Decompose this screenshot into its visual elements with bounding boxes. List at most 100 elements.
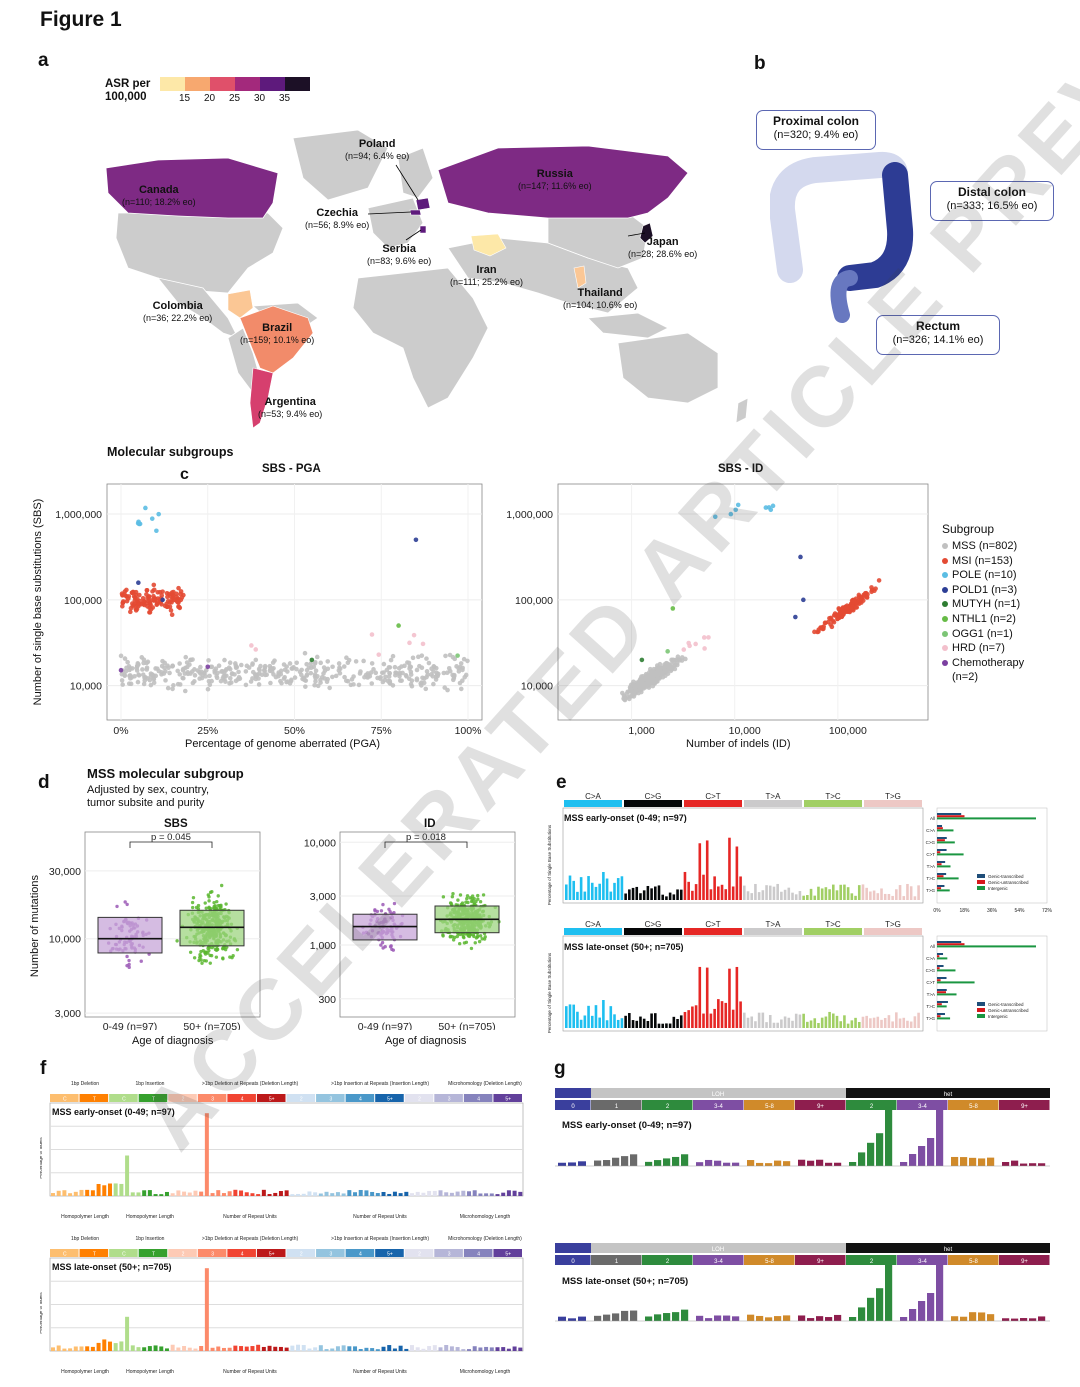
scatter-point bbox=[209, 664, 215, 670]
sbs-class-label: C>T bbox=[705, 792, 720, 801]
p-value-label: p = 0.018 bbox=[406, 832, 446, 843]
indel-class-bar bbox=[345, 1094, 375, 1102]
box-ytick: 1,000 bbox=[310, 940, 336, 952]
indel-bar bbox=[153, 1194, 158, 1196]
cn-sub-bar bbox=[744, 1100, 795, 1110]
box-group-label: 50+ (n=705) bbox=[438, 1021, 495, 1030]
sbs-bar bbox=[850, 1020, 854, 1028]
scatter-point bbox=[163, 678, 168, 683]
scatter-point bbox=[419, 653, 425, 658]
sbs-bar bbox=[743, 885, 746, 900]
scatter-point bbox=[306, 665, 312, 670]
scatter-point bbox=[341, 664, 347, 669]
scatter-left-xtick: 50% bbox=[284, 725, 305, 737]
indel-bar bbox=[410, 1345, 415, 1351]
sbs-bar bbox=[865, 1015, 868, 1028]
indel-bar bbox=[159, 1346, 164, 1351]
scatter-point bbox=[127, 673, 132, 679]
indel-bar bbox=[107, 1183, 112, 1196]
scatter-point bbox=[136, 580, 141, 585]
sbs-bar bbox=[776, 1022, 779, 1028]
scatter-point bbox=[385, 678, 391, 684]
scatter-point bbox=[624, 690, 630, 696]
sbs-bar bbox=[735, 966, 739, 1028]
sbs-bar bbox=[883, 893, 887, 900]
indel-bar bbox=[113, 1343, 118, 1351]
scatter-point bbox=[128, 609, 133, 615]
scatter-point bbox=[212, 668, 217, 674]
country-label-russia: Russia (n=147; 11.6% eo) bbox=[518, 168, 592, 191]
scatter-point bbox=[793, 614, 798, 620]
cn-spectra: LOH het 0 1 2 3-4 5-8 9+ 2 3-4 5-8 9+ LOH het 0 1 2 3-4 5-… bbox=[555, 1088, 1050, 1322]
sbs-side-bar bbox=[937, 837, 947, 839]
scatter-point bbox=[876, 578, 882, 583]
sbs-bar bbox=[909, 886, 913, 900]
sbs-bar bbox=[702, 1013, 705, 1028]
indel-bar bbox=[478, 1347, 483, 1351]
cn-bar bbox=[558, 1316, 566, 1321]
scatter-point bbox=[256, 682, 262, 687]
distal-colon-shape bbox=[837, 162, 914, 291]
scatter-point bbox=[632, 688, 637, 694]
cn-sub-bar bbox=[846, 1255, 897, 1265]
scatter-left-xtick: 100% bbox=[455, 725, 482, 737]
indel-bar bbox=[73, 1346, 78, 1351]
indel-class-label: 5+ bbox=[505, 1252, 511, 1258]
scatter-point bbox=[155, 666, 160, 671]
sbs-side-bar bbox=[937, 957, 948, 960]
scatter-point bbox=[371, 667, 376, 672]
scatter-point bbox=[284, 679, 289, 685]
scatter-point bbox=[281, 676, 287, 681]
world-map bbox=[105, 129, 749, 429]
indel-bar bbox=[484, 1346, 489, 1351]
scatter-point bbox=[647, 676, 652, 682]
cn-bar bbox=[825, 1317, 833, 1321]
box-point bbox=[470, 894, 475, 898]
sbs-side-bar bbox=[937, 969, 956, 972]
sbs-bar bbox=[787, 887, 791, 900]
legend-label: POLE (n=10) bbox=[952, 569, 1017, 582]
sbs-bar bbox=[746, 891, 750, 900]
indel-bar bbox=[227, 1191, 232, 1196]
cn-bar bbox=[705, 1318, 713, 1321]
sbs-legend-label: Genic-untranscribed bbox=[988, 1008, 1029, 1013]
sbs-ylabel: Percentage of Single Base Substitutions bbox=[547, 824, 552, 905]
indel-bar bbox=[51, 1193, 55, 1196]
scatter-point bbox=[126, 681, 132, 686]
sbs-bar bbox=[913, 896, 917, 900]
cn-bar bbox=[900, 1317, 908, 1321]
sbs-class-label: T>A bbox=[766, 920, 782, 929]
box-point bbox=[214, 906, 219, 911]
sbs-class-bar bbox=[564, 928, 622, 935]
sbs-bar bbox=[835, 890, 839, 900]
indel-bar bbox=[370, 1348, 375, 1351]
sbs-side-bar bbox=[937, 941, 962, 943]
scatter-point bbox=[342, 674, 347, 680]
scatter-point bbox=[227, 681, 232, 686]
sbs-bar bbox=[887, 1015, 891, 1028]
scatter-point bbox=[226, 665, 232, 671]
scatter-point bbox=[229, 671, 235, 677]
scatter-point bbox=[378, 675, 383, 680]
indel-bar bbox=[187, 1192, 192, 1196]
scatter-point bbox=[257, 667, 262, 673]
indel-bar bbox=[467, 1349, 472, 1351]
indel-bar bbox=[318, 1193, 323, 1196]
scatter-point bbox=[206, 658, 211, 663]
panel-c-heading: Molecular subgroups bbox=[107, 445, 234, 459]
scatter-point bbox=[253, 676, 259, 682]
panel-d-subtitle: Adjusted by sex, country, tumor subsite … bbox=[87, 784, 209, 810]
cn-top-label: LOH bbox=[712, 1247, 724, 1253]
box-point bbox=[214, 955, 219, 959]
indel-bar bbox=[273, 1192, 278, 1196]
indel-bar bbox=[506, 1190, 511, 1196]
sbs-bar bbox=[813, 1018, 817, 1028]
indel-header: >1bp Deletion at Repeats (Deletion Lengt… bbox=[202, 1081, 299, 1087]
cn-bar bbox=[723, 1162, 731, 1166]
sbs-late-title: MSS late-onset (50+; n=705) bbox=[564, 942, 684, 952]
scatter-point bbox=[168, 608, 174, 613]
sbs-bar bbox=[702, 874, 705, 900]
scatter-point bbox=[406, 660, 412, 666]
sbs-side-bar bbox=[937, 991, 946, 994]
indel-header: 1bp Deletion bbox=[71, 1081, 99, 1087]
